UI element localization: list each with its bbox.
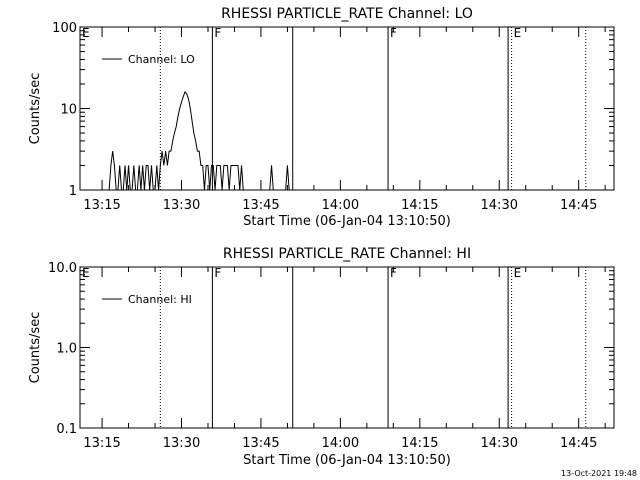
x-tick-label: 13:30 bbox=[163, 198, 200, 213]
y-axis-label: Counts/sec bbox=[28, 73, 43, 145]
legend-entry: Channel: LO bbox=[128, 53, 195, 66]
y-tick-label: 1.0 bbox=[56, 342, 77, 357]
y-axis-label: Counts/sec bbox=[28, 312, 43, 384]
event-marker-label: E bbox=[82, 266, 90, 280]
event-marker-label: E bbox=[82, 26, 90, 40]
x-tick-label: 14:30 bbox=[481, 436, 518, 451]
x-tick-label: 14:15 bbox=[401, 198, 438, 213]
lo-channel-panel: RHESSI PARTICLE_RATE Channel: LO 1 10 100 Co… bbox=[28, 6, 615, 229]
footer-timestamp: 13-Oct-2021 19:48 bbox=[561, 469, 637, 478]
x-tick-label: 14:00 bbox=[322, 436, 359, 451]
y-tick-label: 1 bbox=[69, 184, 77, 199]
series-line bbox=[108, 90, 290, 190]
hi-channel-panel: RHESSI PARTICLE_RATE Channel: HI 0.1 1.0 10… bbox=[28, 246, 615, 468]
y-tick-label: 100 bbox=[52, 21, 77, 36]
event-marker-label: F bbox=[214, 26, 221, 40]
event-marker-label: F bbox=[390, 26, 397, 40]
event-marker-label: F bbox=[214, 266, 221, 280]
y-tick-label: 0.1 bbox=[56, 422, 77, 437]
x-tick-label: 14:30 bbox=[481, 198, 518, 213]
event-marker-label: E bbox=[514, 26, 522, 40]
legend-entry: Channel: HI bbox=[128, 293, 192, 306]
x-tick-label: 13:15 bbox=[83, 436, 120, 451]
x-tick-label: 13:45 bbox=[242, 436, 279, 451]
x-axis-label: Start Time (06-Jan-04 13:10:50) bbox=[243, 214, 451, 229]
x-tick-label: 14:00 bbox=[322, 198, 359, 213]
x-tick-label: 14:45 bbox=[560, 436, 597, 451]
event-marker-label: F bbox=[390, 266, 397, 280]
x-axis-label: Start Time (06-Jan-04 13:10:50) bbox=[243, 453, 451, 468]
chart-title: RHESSI PARTICLE_RATE Channel: LO bbox=[221, 6, 473, 22]
x-tick-label: 13:45 bbox=[242, 198, 279, 213]
x-tick-label: 14:15 bbox=[401, 436, 438, 451]
y-tick-label: 10 bbox=[60, 103, 77, 118]
x-tick-label: 14:45 bbox=[560, 198, 597, 213]
x-tick-label: 13:15 bbox=[83, 198, 120, 213]
event-marker-label: E bbox=[514, 266, 522, 280]
y-tick-label: 10.0 bbox=[48, 261, 77, 276]
x-tick-label: 13:30 bbox=[163, 436, 200, 451]
chart-title: RHESSI PARTICLE_RATE Channel: HI bbox=[223, 246, 471, 262]
